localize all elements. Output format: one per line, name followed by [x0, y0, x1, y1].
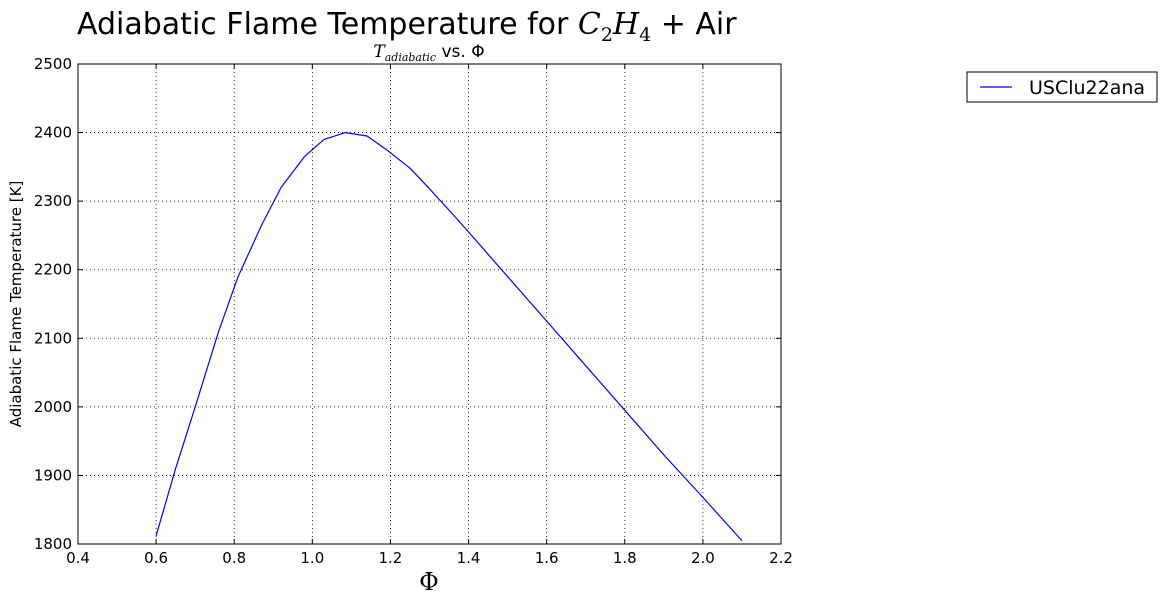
- x-tick-label: 1.4: [457, 549, 481, 567]
- chart-title-sub4: 4: [639, 24, 651, 46]
- y-tick-label: 2100: [34, 329, 72, 347]
- y-tick-label: 1800: [34, 535, 72, 553]
- x-tick-label: 1.6: [535, 549, 559, 567]
- subtitle-suffix: vs. Φ: [436, 42, 485, 62]
- series-line: [155, 132, 743, 542]
- x-tick-label: 0.8: [222, 549, 246, 567]
- chart-subtitle: Tadiabatic vs. Φ: [373, 42, 484, 64]
- x-tick-label: 0.6: [144, 549, 168, 567]
- grid: [78, 64, 781, 544]
- ticks: [77, 63, 782, 545]
- x-tick-label: 1.8: [613, 549, 637, 567]
- x-axis-label: Φ: [419, 568, 439, 596]
- x-tick-label: 1.0: [300, 549, 324, 567]
- x-tick-label: 2.0: [691, 549, 715, 567]
- y-tick-label: 2500: [34, 55, 72, 73]
- legend: USClu22ana: [966, 71, 1158, 103]
- legend-label: USClu22ana: [1029, 77, 1145, 99]
- y-tick-label: 2200: [34, 261, 72, 279]
- tick-labels: 0.4 0.6 0.8 1.0 1.2 1.4 1.6 1.8 2.0 2.2 1800 1900 20…: [34, 55, 793, 567]
- y-tick-label: 2400: [34, 124, 72, 142]
- chart-title-h: H: [612, 7, 640, 42]
- y-tick-label: 2000: [34, 398, 72, 416]
- chart-title-suffix: + Air: [651, 7, 737, 42]
- chart-title-sub2: 2: [601, 24, 613, 46]
- chart-title-prefix: Adiabatic Flame Temperature for: [77, 7, 578, 42]
- y-tick-label: 2300: [34, 192, 72, 210]
- y-axis-label: Adiabatic Flame Temperature [K]: [7, 181, 25, 428]
- chart-title: Adiabatic Flame Temperature for C2H4 + A…: [77, 7, 737, 46]
- x-tick-label: 0.4: [66, 549, 90, 567]
- subtitle-t: T: [373, 42, 386, 62]
- x-tick-label: 2.2: [769, 549, 793, 567]
- subtitle-sub: adiabatic: [385, 51, 436, 64]
- series-group: [155, 132, 743, 542]
- y-tick-label: 1900: [34, 466, 72, 484]
- plot-frame: [77, 63, 782, 545]
- x-tick-label: 1.2: [379, 549, 403, 567]
- chart-title-c: C: [578, 7, 601, 42]
